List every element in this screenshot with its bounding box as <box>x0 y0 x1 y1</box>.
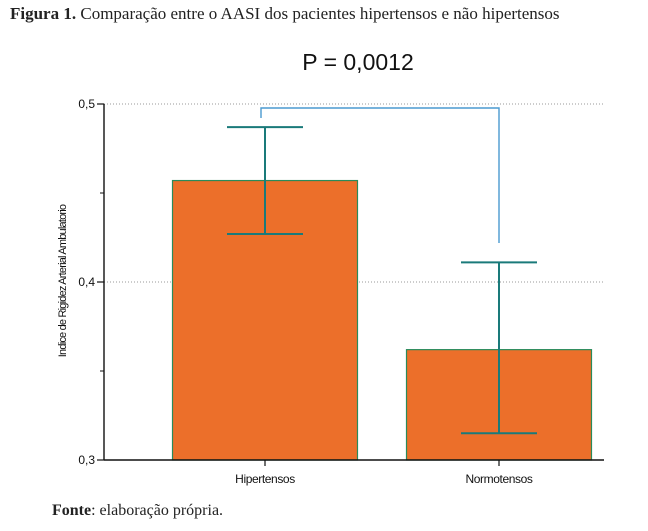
y-tick-label: 0,4 <box>78 275 95 289</box>
bar-hipertensos <box>171 179 359 461</box>
figure-label: Figura 1. <box>10 4 77 23</box>
y-axis-label: Indice de Rigidez Arterial Ambulatorio <box>57 204 69 357</box>
source-note: Fonte: elaboração própria. <box>52 502 223 520</box>
figure-caption: Figura 1. Comparação entre o AASI dos pa… <box>10 4 560 24</box>
figure-caption-text: Comparação entre o AASI dos pacientes hi… <box>80 4 560 23</box>
source-text: : elaboração própria. <box>91 502 224 519</box>
y-tick-label: 0,3 <box>78 453 95 467</box>
bar-chart: P = 0,0012 Indice de Rigidez Arterial Am… <box>57 49 604 486</box>
x-tick-label: Normotensos <box>466 472 533 486</box>
y-tick-label: 0,5 <box>78 97 95 111</box>
significance-bracket <box>260 107 500 243</box>
source-label: Fonte <box>52 502 92 519</box>
x-tick-label: Hipertensos <box>235 472 295 486</box>
chart-title: P = 0,0012 <box>302 49 414 75</box>
